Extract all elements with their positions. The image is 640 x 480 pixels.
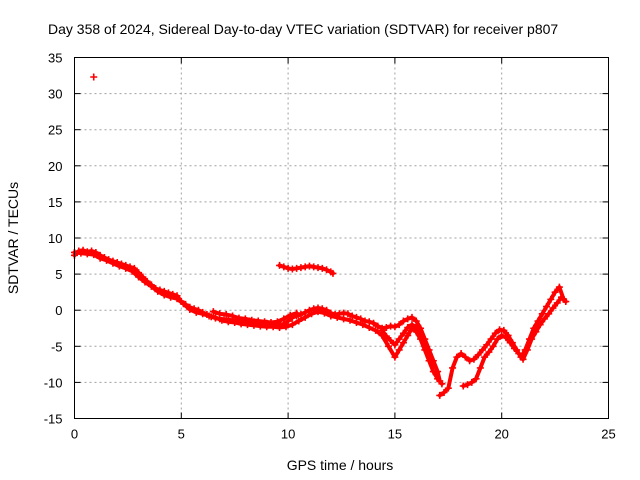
x-tick-label: 15 (388, 427, 402, 442)
y-tick-label: 5 (55, 267, 62, 282)
y-tick-label: 25 (48, 123, 62, 138)
data-point (90, 73, 98, 81)
data-points (71, 73, 570, 399)
y-tick-label: 10 (48, 231, 62, 246)
y-tick-label: -15 (44, 412, 63, 427)
x-axis-label: GPS time / hours (287, 457, 394, 473)
x-tick-label: 20 (494, 427, 508, 442)
y-axis-label: SDTVAR / TECUs (5, 182, 21, 294)
series-trace (437, 285, 566, 398)
series-track-late-lower (459, 293, 570, 390)
series-trace (380, 322, 436, 369)
series-trace (277, 263, 335, 276)
series-track-middle-branch (378, 321, 437, 371)
series-track-late-segment (436, 283, 568, 399)
grid (74, 57, 609, 419)
series-track-mid-extra (209, 308, 301, 326)
series-track-secondary (276, 261, 337, 277)
x-tick-label: 25 (601, 427, 615, 442)
x-tick-label: 10 (281, 427, 295, 442)
series-trace (72, 250, 444, 386)
series-trace (461, 295, 568, 389)
x-tick-label: 5 (178, 427, 185, 442)
chart-title: Day 358 of 2024, Sidereal Day-to-day VTE… (48, 21, 558, 37)
y-tick-label: -10 (44, 375, 63, 390)
y-tick-label: -5 (51, 339, 63, 354)
y-tick-label: 15 (48, 195, 62, 210)
x-tick-label: 0 (71, 427, 78, 442)
y-tick-label: 20 (48, 159, 62, 174)
y-tick-label: 30 (48, 87, 62, 102)
series-outlier (90, 73, 98, 81)
y-tick-label: 0 (55, 303, 62, 318)
series-trace (211, 309, 299, 325)
y-tick-label: 35 (48, 51, 62, 66)
tick-labels: 0 5 10 15 20 25 -15 -10 -5 0 5 10 15 20 25 30 35 (44, 51, 616, 442)
plot-frame (74, 57, 609, 419)
